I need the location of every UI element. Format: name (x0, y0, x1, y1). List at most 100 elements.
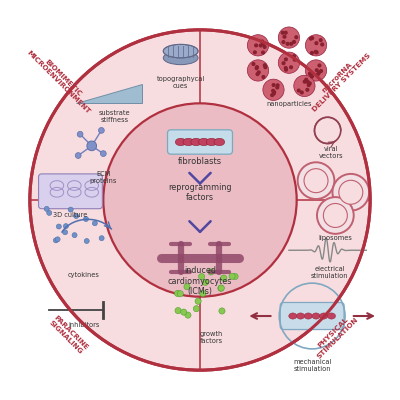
Circle shape (278, 52, 300, 73)
Circle shape (315, 51, 318, 54)
Circle shape (314, 117, 341, 144)
Circle shape (311, 37, 314, 40)
Circle shape (263, 79, 284, 100)
Text: reprogramming
factors: reprogramming factors (168, 182, 232, 202)
Circle shape (276, 86, 279, 89)
Circle shape (255, 67, 258, 70)
Circle shape (306, 88, 309, 91)
Circle shape (264, 64, 266, 66)
Circle shape (272, 84, 275, 86)
Circle shape (256, 66, 258, 68)
Ellipse shape (163, 44, 198, 58)
Text: induced
cardiomyocytes
(ICMs): induced cardiomyocytes (ICMs) (168, 266, 232, 296)
Circle shape (208, 269, 214, 275)
Circle shape (318, 64, 321, 67)
Circle shape (262, 76, 265, 78)
Circle shape (47, 210, 52, 216)
Text: mechanical
stimulation: mechanical stimulation (293, 358, 331, 372)
Circle shape (303, 80, 306, 83)
Circle shape (252, 63, 255, 65)
Circle shape (62, 230, 68, 235)
Circle shape (293, 58, 296, 61)
Circle shape (221, 275, 227, 281)
Ellipse shape (214, 138, 225, 146)
Ellipse shape (312, 313, 320, 319)
Text: inhibitors: inhibitors (68, 322, 100, 328)
Circle shape (310, 52, 313, 54)
Circle shape (290, 42, 292, 45)
Circle shape (317, 197, 354, 234)
Circle shape (307, 84, 310, 86)
FancyBboxPatch shape (280, 302, 344, 330)
Circle shape (284, 67, 287, 69)
Text: cytokines: cytokines (68, 272, 100, 278)
Circle shape (310, 73, 312, 76)
Circle shape (218, 285, 224, 291)
Circle shape (202, 279, 208, 286)
Circle shape (53, 238, 58, 243)
Circle shape (278, 27, 300, 48)
Circle shape (285, 68, 287, 71)
Circle shape (87, 141, 96, 151)
Circle shape (255, 44, 258, 47)
Circle shape (306, 81, 309, 83)
Text: BIOMIMETIC
MICROENVIRONMENT: BIOMIMETIC MICROENVIRONMENT (26, 45, 96, 115)
Circle shape (98, 128, 104, 133)
Circle shape (262, 51, 264, 54)
Circle shape (44, 206, 49, 212)
Circle shape (272, 92, 275, 95)
Ellipse shape (183, 138, 194, 146)
Text: growth
factors: growth factors (200, 332, 223, 344)
Circle shape (63, 224, 68, 229)
Circle shape (318, 71, 320, 74)
Circle shape (293, 55, 295, 58)
Ellipse shape (328, 313, 336, 319)
Text: ECM
proteins: ECM proteins (90, 171, 117, 184)
Text: PARACRINE
SIGNALING: PARACRINE SIGNALING (48, 314, 89, 356)
Circle shape (294, 75, 315, 96)
Circle shape (315, 42, 318, 44)
Ellipse shape (289, 313, 297, 319)
Circle shape (290, 66, 292, 69)
Text: nanoparticles: nanoparticles (266, 101, 312, 107)
Circle shape (247, 60, 269, 81)
Circle shape (254, 51, 256, 54)
Circle shape (304, 169, 328, 193)
Text: viral
vectors: viral vectors (319, 146, 344, 159)
Text: substrate
stiffness: substrate stiffness (99, 110, 131, 123)
Circle shape (258, 71, 260, 74)
Circle shape (259, 44, 262, 47)
Ellipse shape (296, 313, 305, 319)
Circle shape (293, 40, 295, 43)
Circle shape (198, 274, 205, 280)
Circle shape (177, 291, 183, 297)
Circle shape (305, 60, 327, 81)
Circle shape (310, 37, 312, 40)
Circle shape (262, 43, 264, 46)
Circle shape (56, 224, 61, 229)
Circle shape (281, 31, 284, 34)
Circle shape (68, 207, 73, 212)
Circle shape (323, 204, 347, 228)
Circle shape (218, 285, 224, 291)
Polygon shape (76, 84, 142, 103)
Circle shape (74, 214, 79, 218)
Ellipse shape (191, 138, 202, 146)
Circle shape (72, 233, 77, 238)
Circle shape (308, 72, 311, 75)
Circle shape (103, 103, 297, 297)
Circle shape (200, 290, 206, 296)
Circle shape (55, 237, 60, 242)
Circle shape (77, 131, 83, 137)
Circle shape (272, 90, 274, 92)
Ellipse shape (320, 313, 328, 319)
Circle shape (271, 94, 274, 96)
Text: topographycal
cues: topographycal cues (156, 76, 205, 89)
Ellipse shape (304, 313, 312, 319)
Circle shape (99, 236, 104, 241)
Ellipse shape (206, 138, 217, 146)
Circle shape (181, 309, 187, 315)
Circle shape (100, 151, 106, 156)
Circle shape (297, 89, 300, 92)
Circle shape (174, 290, 181, 296)
